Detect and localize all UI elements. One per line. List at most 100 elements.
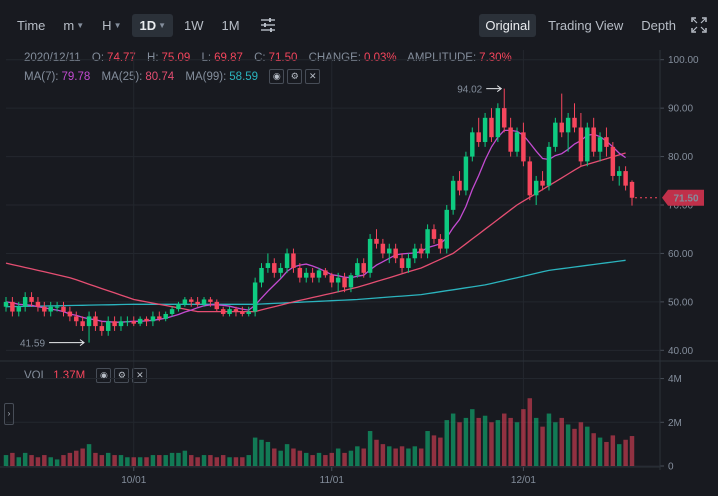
candle-body [29,297,34,302]
candle-body [118,321,124,327]
volume-bar [284,444,290,466]
view-selector: Original Trading View Depth [473,13,718,37]
week-interval-button[interactable]: 1W [177,14,211,37]
candle-body [604,137,609,147]
eye-icon[interactable]: ◉ [96,368,112,383]
settings-sliders-icon[interactable] [259,16,277,34]
view-tradingview-tab[interactable]: Trading View [548,17,624,33]
candle-body [316,270,322,278]
change-value: 0.03% [363,52,397,64]
volume-bar [342,452,347,466]
ma7-label: MA(7): [24,70,59,83]
price-tick-label: 40.00 [668,346,693,357]
low-value: 69.87 [214,52,243,64]
caret-down-icon: ▼ [158,20,167,30]
last-price-label: 71.50 [673,194,698,205]
candle-body [502,108,507,128]
view-original-tab[interactable]: Original [479,13,537,37]
volume-bar [533,417,539,466]
settings-icon[interactable]: ⚙ [114,368,130,383]
candle-body [495,108,501,138]
volume-bar [425,431,430,466]
volume-bar [265,441,271,466]
volume-bar [252,437,258,466]
volume-bar [616,444,622,466]
panel-handle[interactable]: › [4,403,14,425]
ma25-label: MA(25): [101,70,143,83]
candle-body [137,318,143,324]
volume-tick-label: 2M [668,418,682,429]
candle-body [112,321,117,327]
price-tick-label: 70.00 [668,201,693,212]
close-icon[interactable]: ✕ [305,69,321,84]
volume-bar [176,452,181,466]
volume-bar [559,417,564,466]
candle-body [623,171,628,186]
volume-bar [463,417,469,466]
price-tick-label: 50.00 [668,297,693,308]
date-tick-label: 12/01 [511,475,536,486]
candle-body [201,299,207,305]
candle-body [457,180,462,191]
price-tick-label: 80.00 [668,152,693,163]
eye-icon[interactable]: ◉ [269,69,285,84]
candle-body [93,316,98,327]
volume-bar [303,452,309,466]
close-value: 71.50 [268,52,298,64]
volume-bar [508,417,513,466]
last-price-badge [662,189,704,206]
high-label: H: [147,52,159,64]
candle-body [406,258,411,268]
date-tick-label: 10/01 [121,475,146,486]
candle-body [227,309,232,314]
moving-average-lines [5,129,626,323]
volume-bar [233,457,239,466]
volume-bar [240,457,245,466]
price-candles [3,88,635,343]
volume-bar [137,457,143,466]
settings-icon[interactable]: ⚙ [287,69,303,84]
candle-body [393,248,398,259]
volume-bar [476,417,481,466]
candle-body [131,321,136,324]
volume-bar [623,439,628,466]
volume-bar [399,446,405,466]
close-icon[interactable]: ✕ [132,368,148,383]
low-arrowhead-icon [79,339,85,347]
candle-body [616,171,622,176]
month-interval-button[interactable]: 1M [215,14,247,37]
minute-dropdown[interactable]: m ▼ [56,14,91,37]
volume-bar [220,455,226,466]
day-interval-dropdown[interactable]: 1D ▼ [132,13,174,37]
candle-body [533,180,539,196]
volume-bar [335,448,341,466]
candle-body [565,117,571,133]
ma99-label: MA(99): [185,70,227,83]
volume-bar [502,413,507,466]
close-label: C: [254,52,266,64]
price-tick-label: 90.00 [668,104,693,115]
chart-toolbar: Time m ▼ H ▼ 1D ▼ 1W 1M Original Trading Vi… [0,0,718,50]
volume-bar [393,448,398,466]
candle-body [585,127,590,162]
date-tick-label: 11/01 [320,475,345,486]
candle-body [233,309,239,312]
candle-body [265,263,271,268]
volume-bar [521,409,526,466]
time-button[interactable]: Time [10,14,52,37]
fullscreen-icon[interactable] [690,16,708,34]
volume-bar [125,457,130,466]
volume-bar [112,455,117,466]
candle-body [482,117,488,143]
hour-dropdown[interactable]: H ▼ [95,14,128,37]
candle-body [3,301,9,307]
candle-body [553,122,558,147]
volume-bar [380,444,386,466]
candle-body [176,304,181,310]
volume-bar [572,428,577,466]
volume-bar [3,455,9,466]
volume-bar [310,455,315,466]
volume-bar [546,413,552,466]
view-depth-tab[interactable]: Depth [641,17,676,33]
